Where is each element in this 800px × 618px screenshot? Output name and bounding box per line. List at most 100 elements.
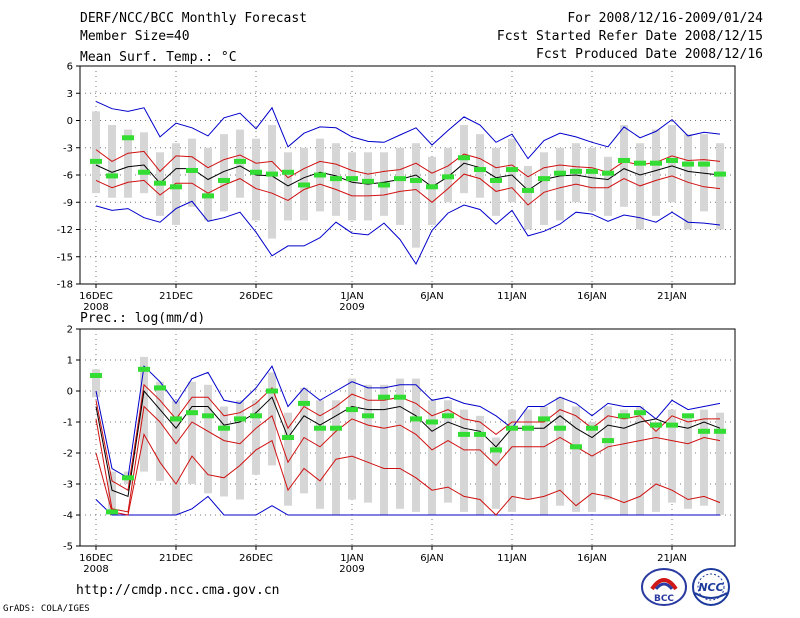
prec-member-mark (426, 419, 438, 425)
forecast-period: For 2008/12/16-2009/01/24 (567, 11, 763, 26)
temp-ytick-label: 0 (67, 116, 73, 127)
prec-spread-bar (220, 406, 228, 497)
temp-xtick-label: 16DEC (79, 291, 113, 302)
temp-xtick-label: 16JAN (577, 291, 607, 302)
prec-ytick-label: 0 (67, 387, 73, 398)
prec-spread-bar (364, 384, 372, 503)
prec-frame (79, 328, 736, 547)
prec-spread-bar (412, 378, 420, 512)
prec-member-mark (138, 366, 150, 372)
prec-xtick-label: 6JAN (420, 553, 443, 564)
prec-member-mark (314, 425, 326, 431)
prec-spread-bar (444, 400, 452, 503)
prec-line-lower (95, 405, 721, 513)
prec-member-mark (394, 394, 406, 400)
prec-member-mark (218, 425, 230, 431)
temp-member-mark (474, 167, 486, 173)
temp-member-mark (522, 187, 534, 193)
temp-member-mark (586, 168, 598, 174)
temp-member-mark (506, 167, 518, 173)
temp-member-mark (650, 160, 662, 166)
temp-spread-bar (524, 165, 532, 230)
temp-spread-bar (412, 143, 420, 248)
temp-member-mark (266, 171, 278, 177)
prec-ytick-label: 1 (67, 356, 73, 367)
temp-member-mark (602, 170, 614, 176)
temp-ytick-label: -18 (57, 280, 73, 291)
bcc-logo-icon: BCC (641, 568, 687, 606)
temp-member-mark (698, 161, 710, 167)
temp-spread-bar (588, 147, 596, 212)
prec-member-mark (490, 447, 502, 453)
temp-line-mean (95, 162, 721, 192)
temp-spread-bar (92, 111, 100, 194)
prec-member-mark (122, 475, 134, 481)
temp-spread-bar (172, 143, 180, 225)
prec-member-mark (410, 416, 422, 422)
prec-line-upper (95, 383, 720, 492)
prec-xtick-label: 26DEC (239, 553, 273, 564)
prec-member-mark (618, 413, 630, 419)
temp-spread-bar (476, 134, 484, 198)
temp-xtick-label: 1JAN (340, 291, 363, 302)
temp-member-mark (410, 177, 422, 183)
prec-chart-title: Prec.: log(mm/d) (80, 311, 205, 326)
ncc-logo-text: NCC (698, 581, 723, 594)
prec-spread-bar (508, 409, 516, 512)
temp-spread-bar (604, 156, 612, 216)
temp-member-mark (90, 158, 102, 164)
temp-member-mark (538, 176, 550, 182)
prec-xtick-year: 2008 (83, 564, 108, 575)
temp-spread-bar (204, 147, 212, 221)
temp-spread-bar (620, 125, 628, 207)
temp-spread-bar (220, 134, 228, 212)
temp-chart-title: Mean Surf. Temp.: °C (80, 50, 237, 65)
temp-member-mark (634, 160, 646, 166)
prec-spread-bar (588, 422, 596, 512)
prec-xtick-year: 2009 (339, 564, 364, 575)
prec-spread-bar (348, 378, 356, 500)
prec-spread-bar (700, 409, 708, 506)
prec-spread-bar (620, 409, 628, 515)
temp-member-mark (346, 176, 358, 182)
temp-spread-bar (396, 147, 404, 225)
prec-member-mark (506, 425, 518, 431)
source-url[interactable]: http://cmdp.ncc.cma.gov.cn (76, 583, 280, 598)
prec-xtick-label: 21DEC (159, 553, 193, 564)
prec-spread-bar (396, 378, 404, 509)
prec-member-mark (522, 425, 534, 431)
prec-spread-bar (332, 400, 340, 515)
temp-ytick-label: -6 (63, 171, 73, 182)
prec-member-mark (330, 425, 342, 431)
temp-member-mark (426, 184, 438, 190)
prec-member-mark (90, 373, 102, 378)
temp-spread-bar (668, 125, 676, 203)
prec-member-mark (266, 388, 278, 394)
temp-member-mark (378, 182, 390, 188)
temp-member-mark (298, 182, 310, 188)
prec-ytick-label: -4 (63, 511, 73, 522)
temp-member-mark (618, 157, 630, 163)
grads-credit: GrADS: COLA/IGES (3, 604, 90, 614)
temp-ytick-label: -12 (57, 225, 73, 236)
prec-spread-bar (604, 406, 612, 500)
temp-member-mark (186, 167, 198, 173)
produced-date: Fcst Produced Date 2008/12/16 (536, 47, 763, 62)
temp-ytick-label: 6 (67, 62, 73, 73)
prec-member-mark (346, 407, 358, 413)
prec-member-mark (634, 410, 646, 416)
prec-spread-bar (476, 415, 484, 515)
prec-spread-bar (188, 381, 196, 484)
temp-ytick-label: -3 (63, 143, 73, 154)
temp-ytick-label: 3 (67, 89, 73, 100)
temp-spread-bar (556, 147, 564, 221)
temp-xtick-year: 2008 (83, 302, 108, 313)
temp-line-min (95, 200, 721, 266)
prec-spread-bar (652, 422, 660, 512)
prec-member-mark (714, 428, 726, 434)
prec-spread-bar (716, 412, 724, 515)
prec-spread-bar (668, 409, 676, 503)
prec-xtick-label: 16JAN (577, 553, 607, 564)
